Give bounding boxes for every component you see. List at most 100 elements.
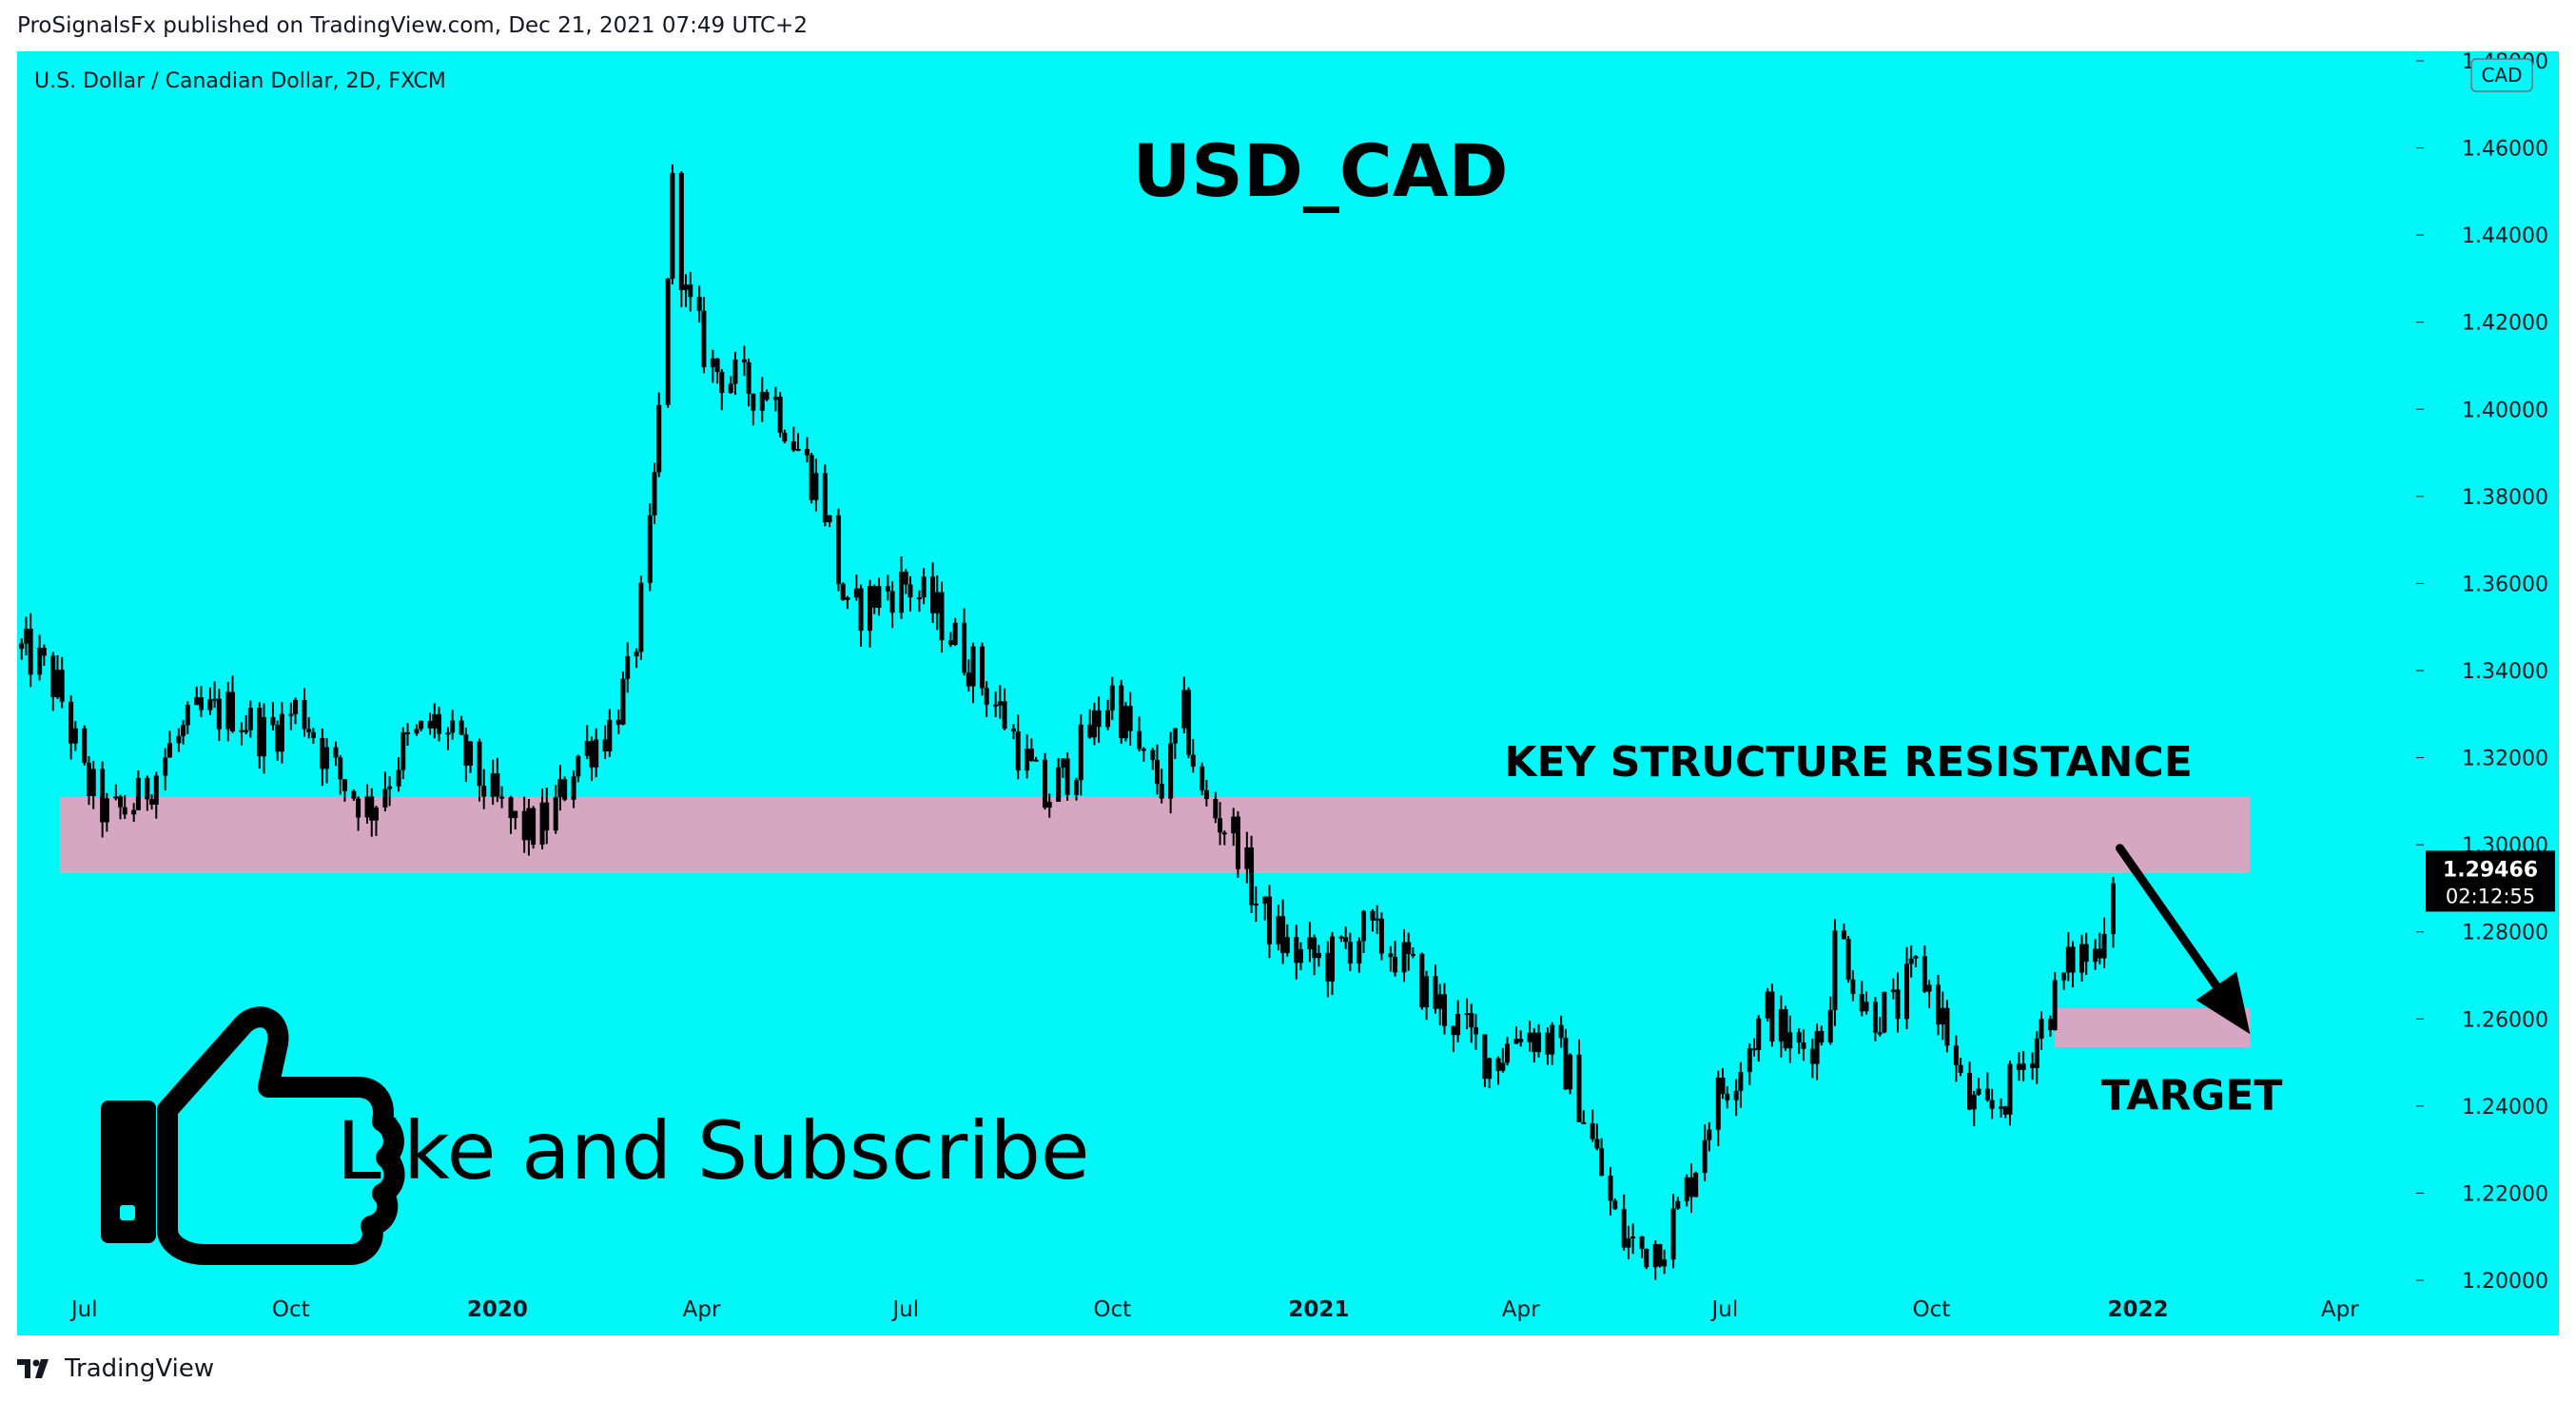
candle-body [1015, 731, 1021, 770]
tradingview-logo[interactable]: TradingView [17, 1354, 214, 1383]
candle-body [163, 757, 168, 776]
candle-body [1859, 994, 1864, 1012]
candle-body [1388, 953, 1394, 958]
candle-body [970, 646, 976, 687]
y-tick-label: 1.34000 [2462, 660, 2548, 684]
candle-body [1639, 1236, 1645, 1249]
candle-body [1010, 729, 1016, 732]
candle-body [1725, 1094, 1730, 1100]
candle-body [1827, 1009, 1833, 1043]
candle-body [122, 807, 127, 815]
chart-area[interactable]: 1.20000 1.22000 1.24000 1.26000 1.28000 1.300… [17, 51, 2559, 1335]
candle-body [966, 672, 971, 687]
candle-body [239, 730, 244, 732]
candle-body [19, 643, 25, 650]
candle-body [1662, 1259, 1668, 1267]
candle-body [1361, 910, 1367, 942]
candle-body [54, 670, 60, 697]
x-tick-label: Apr [1502, 1297, 1540, 1322]
candle-body [809, 455, 814, 500]
candle-body [1675, 1200, 1681, 1209]
y-tick-label: 1.28000 [2462, 922, 2548, 945]
candle-body [625, 655, 631, 679]
candle-body [396, 769, 401, 787]
candle-body [437, 713, 442, 734]
candle-body [1074, 780, 1080, 795]
candle-body [764, 392, 770, 400]
candle-body [1747, 1048, 1752, 1073]
candle-body [1940, 1007, 1945, 1024]
candle-body [262, 716, 267, 757]
candle-body [2101, 933, 2107, 959]
chart-title: USD_CAD [1132, 128, 1508, 213]
candle-body [1608, 1176, 1613, 1201]
candle-body [571, 776, 576, 800]
candle-body [50, 655, 56, 697]
candle-body [678, 172, 684, 290]
candle-body [342, 779, 347, 791]
candle-body [2078, 944, 2084, 973]
candle-body [1715, 1077, 1721, 1130]
candle-body [539, 802, 545, 846]
candle-body [696, 297, 702, 311]
price-scale [2416, 51, 2559, 1335]
target-zone [2055, 1007, 2251, 1048]
arrow-head [2195, 971, 2251, 1035]
candle-body [1707, 1129, 1712, 1140]
candle-body [1670, 1208, 1676, 1260]
candle-body [670, 172, 675, 279]
candle-body [840, 583, 846, 600]
candle-body [1347, 942, 1353, 964]
candle-body [2052, 980, 2058, 1031]
candle-body [1984, 1088, 1990, 1100]
candle-body [310, 731, 316, 738]
candle-body [104, 798, 109, 823]
candle-body [1841, 930, 1846, 940]
symbol-line: U.S. Dollar / Canadian Dollar, 2D, FXCM [34, 69, 446, 93]
candle-body [1581, 1121, 1587, 1124]
y-tick-label: 1.40000 [2462, 399, 2548, 422]
candle-body [68, 701, 74, 744]
candle-body [463, 734, 469, 766]
candle-body [270, 716, 276, 726]
chart-svg[interactable]: 1.200001.220001.240001.260001.280001.300… [17, 51, 2559, 1335]
candle-body [1213, 799, 1219, 819]
candle-body [1464, 1013, 1470, 1016]
candle-body [853, 588, 859, 598]
candle-body [382, 789, 388, 808]
candle-body [751, 393, 756, 411]
candle-body [1119, 685, 1124, 739]
candle-body [562, 779, 568, 800]
candle-body [320, 737, 325, 769]
candle-body [508, 797, 514, 819]
candle-body [2039, 1019, 2044, 1039]
candle-body [2030, 1063, 2036, 1068]
y-tick-label: 1.22000 [2462, 1182, 2548, 1206]
x-tick-label: 2021 [1288, 1297, 1349, 1322]
x-tick-label: Apr [683, 1297, 721, 1322]
candle-body [1190, 754, 1196, 767]
candle-body [790, 441, 796, 451]
candle-body [1441, 994, 1447, 1026]
candle-body [1122, 706, 1128, 739]
currency-badge[interactable] [2470, 58, 2533, 92]
candle-body [1109, 685, 1115, 711]
candle-body [746, 361, 751, 394]
candle-body [2065, 946, 2071, 973]
candle-body [149, 799, 155, 805]
candle-body [1877, 1032, 1883, 1035]
x-tick-label: Oct [1913, 1297, 1951, 1322]
x-tick-label: Oct [1093, 1297, 1131, 1322]
candle-body [907, 584, 913, 598]
footer: TradingView [0, 1335, 2576, 1402]
y-tick-label: 1.36000 [2462, 573, 2548, 596]
candle-body [665, 278, 671, 405]
candle-body [293, 699, 299, 714]
candle-body [1944, 1007, 1950, 1046]
candle-body [652, 472, 657, 516]
candle-body [72, 728, 78, 744]
candle-body [772, 397, 778, 400]
candle-body [194, 697, 200, 706]
y-tick-label: 1.20000 [2462, 1270, 2548, 1294]
candle-body [688, 284, 693, 298]
